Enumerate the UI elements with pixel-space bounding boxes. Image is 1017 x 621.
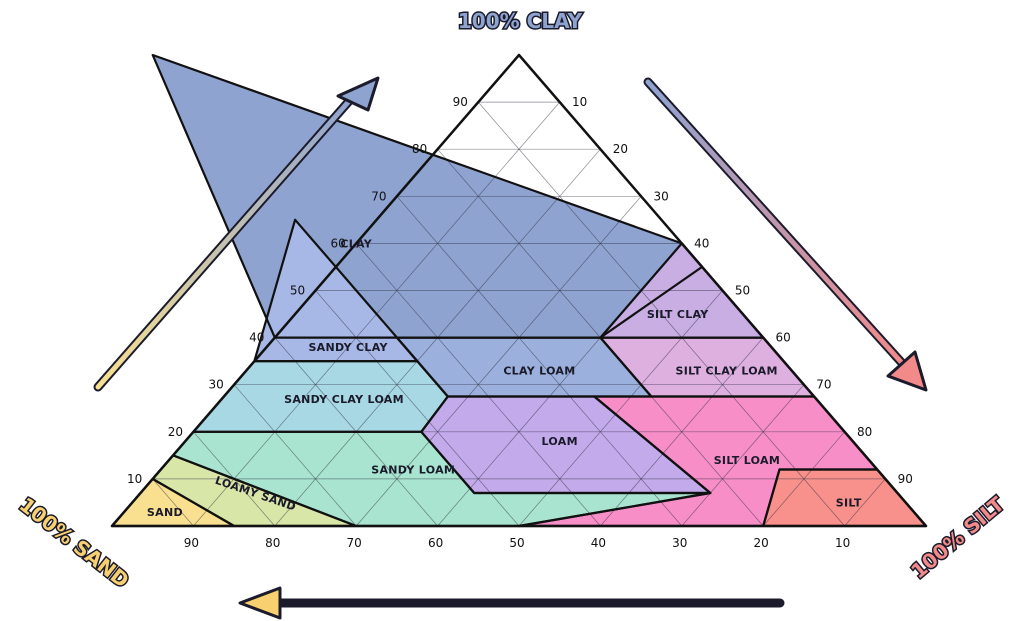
grid-line bbox=[681, 384, 805, 527]
label-clay-loam: CLAY LOAM bbox=[503, 365, 575, 378]
grid-line bbox=[478, 101, 845, 527]
tick-right: 80 bbox=[857, 425, 872, 439]
grid-line bbox=[355, 196, 642, 527]
tick-left: 50 bbox=[290, 284, 305, 298]
tick-bottom: 80 bbox=[265, 536, 280, 550]
label-sandy-clay-loam: SANDY CLAY LOAM bbox=[284, 393, 404, 406]
grid-line bbox=[518, 290, 723, 527]
tick-left: 60 bbox=[331, 236, 346, 250]
axis-ticks: 10 20 30 40 50 60 70 80 90 10 20 30 40 50 60 70 80 90 90 80… bbox=[127, 95, 913, 550]
grid-line bbox=[762, 431, 845, 527]
label-silt-clay: SILT CLAY bbox=[647, 308, 709, 321]
triangle-outline bbox=[110, 53, 928, 528]
tick-bottom: 10 bbox=[835, 536, 850, 550]
tick-bottom: 30 bbox=[672, 536, 687, 550]
label-sandy-loam: SANDY LOAM bbox=[371, 464, 455, 477]
label-sand: SAND bbox=[147, 506, 183, 519]
tick-bottom: 50 bbox=[509, 536, 524, 550]
tick-left: 20 bbox=[168, 425, 183, 439]
tick-bottom: 60 bbox=[428, 536, 443, 550]
label-loam: LOAM bbox=[542, 435, 578, 448]
tick-right: 10 bbox=[572, 95, 587, 109]
label-silt-clay-loam: SILT CLAY LOAM bbox=[675, 365, 777, 378]
tick-bottom: 40 bbox=[591, 536, 606, 550]
tick-left: 30 bbox=[208, 378, 223, 392]
region-loamy-sand bbox=[152, 455, 357, 526]
tick-right: 40 bbox=[694, 236, 709, 250]
tick-right: 90 bbox=[898, 472, 913, 486]
grid-line bbox=[152, 478, 194, 527]
region-silt bbox=[763, 469, 926, 526]
region-borders bbox=[110, 53, 928, 528]
grid-line bbox=[844, 478, 886, 527]
label-silt: SILT bbox=[836, 496, 862, 509]
tick-left: 90 bbox=[453, 95, 468, 109]
tick-right: 20 bbox=[613, 142, 628, 156]
region-loam bbox=[421, 396, 711, 493]
sand-arrow bbox=[238, 586, 785, 620]
tick-right: 70 bbox=[816, 378, 831, 392]
label-silt-loam: SILT LOAM bbox=[714, 454, 780, 467]
grid-line bbox=[233, 384, 357, 527]
corner-label-clay: 100% CLAY bbox=[458, 9, 583, 33]
tick-bottom: 90 bbox=[184, 536, 199, 550]
grid-lines bbox=[152, 101, 886, 527]
tick-bottom: 20 bbox=[754, 536, 769, 550]
tick-right: 50 bbox=[735, 284, 750, 298]
grid-line bbox=[396, 196, 683, 527]
tick-left: 10 bbox=[127, 472, 142, 486]
region-silt-loam bbox=[519, 396, 878, 526]
tick-left: 70 bbox=[371, 189, 386, 203]
corner-label-sand: 100% SAND bbox=[15, 492, 134, 592]
silt-arrow bbox=[643, 77, 928, 392]
tick-left: 80 bbox=[412, 142, 427, 156]
tick-bottom: 70 bbox=[347, 536, 362, 550]
clay-arrow bbox=[93, 76, 380, 392]
corner-label-silt: 100% SILT bbox=[906, 492, 1009, 584]
grid-line bbox=[600, 337, 764, 527]
tick-right: 30 bbox=[653, 189, 668, 203]
region-sandy-clay-loam bbox=[193, 361, 448, 432]
tick-right: 60 bbox=[776, 331, 791, 345]
label-sandy-clay: SANDY CLAY bbox=[308, 341, 388, 354]
grid-line bbox=[315, 290, 520, 527]
label-clay: CLAY bbox=[340, 237, 372, 250]
tick-left: 40 bbox=[249, 331, 264, 345]
